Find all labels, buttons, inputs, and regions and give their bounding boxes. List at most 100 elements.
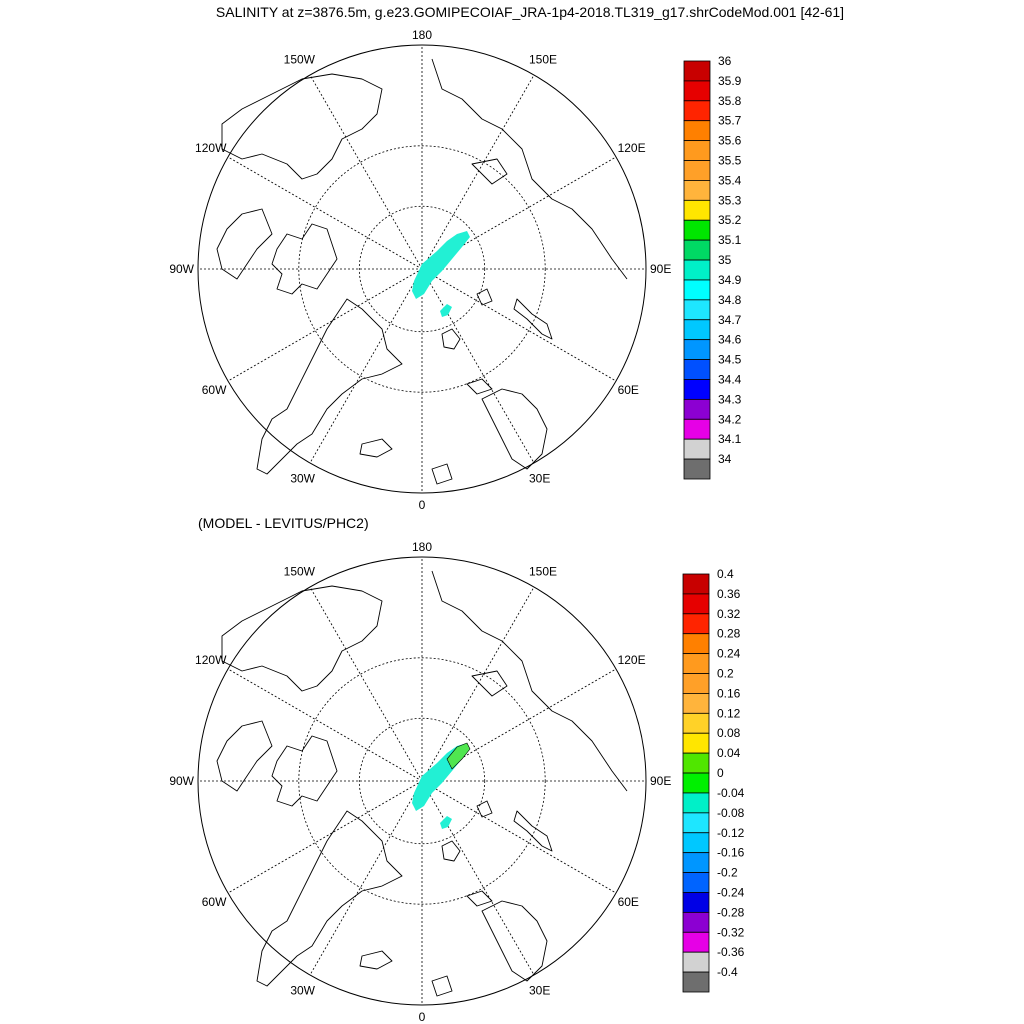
panel1-coastline <box>481 388 548 470</box>
panel2-coastline <box>221 585 383 692</box>
panel1-colorbar-label: 35.5 <box>718 154 742 168</box>
panel2-coastlines <box>216 570 628 997</box>
panel1-colorbar-swatch <box>683 259 711 281</box>
panel1-colorbar-label: 34 <box>718 452 732 466</box>
panel2-meridian-line <box>309 780 423 976</box>
panel1-meridian-label: 150W <box>284 52 316 66</box>
panel2-colorbar-swatch <box>682 633 710 655</box>
panel1-colorbar-swatch <box>683 359 711 380</box>
panel1-coastline <box>216 208 273 280</box>
panel1-coastline <box>471 158 508 185</box>
panel1-colorbar-label: 35.4 <box>718 173 742 187</box>
panel2-meridian-label: 150W <box>284 564 316 578</box>
panel2-colorbar-swatch <box>682 812 710 834</box>
panel2-colorbar-swatch <box>682 911 710 933</box>
panel1-colorbar-label: 34.7 <box>718 313 742 327</box>
panel2-colorbar-swatch <box>682 573 710 595</box>
panel1-colorbar-label: 35.8 <box>718 94 742 108</box>
panel1-colorbar-swatch <box>683 279 711 301</box>
panel1-colorbar-label: 34.9 <box>718 273 742 287</box>
panel1-coastline <box>431 58 628 280</box>
panel2-colorbar-label: -0.24 <box>717 885 745 899</box>
panel2-coastline <box>256 810 403 987</box>
panel1-meridian-label: 120W <box>195 141 227 155</box>
panel1-coastlines <box>216 58 628 485</box>
panel2-colorbar-label: 0.16 <box>717 686 741 700</box>
panel1-meridian-label: 90E <box>650 262 671 276</box>
panel1-lat-circle-1 <box>298 145 546 393</box>
panel2-meridian-line <box>227 780 423 894</box>
panel2-lat-circle-1 <box>298 657 546 905</box>
panel1-colorbar-label: 34.5 <box>718 353 742 367</box>
panel2-meridian-label: 30W <box>290 984 315 998</box>
panel2-meridian-label: 180 <box>412 540 432 554</box>
panel1-coastline <box>441 328 461 350</box>
panel2-colorbar-label: -0.4 <box>717 965 738 979</box>
panel1-meridian-line <box>227 156 423 270</box>
panel1-colorbar-swatch <box>683 339 711 360</box>
panel1-colorbar: 36 35.9 35.8 35.7 35.6 35.5 35.4 35.3 35.2 35.1 35… <box>683 54 742 480</box>
panel2-colorbar-label: 0.2 <box>717 667 734 681</box>
panel1-colorbar-swatch <box>683 438 711 460</box>
panel1-colorbar-label: 35.9 <box>718 74 742 88</box>
panel1-coastline <box>466 378 493 395</box>
panel2-meridian-label: 120E <box>618 653 646 667</box>
panel2-colorbar-swatch <box>682 772 710 794</box>
panel2-coastline <box>216 720 273 792</box>
panel1-colorbar-swatch <box>683 458 711 480</box>
panel1-colorbar-swatch <box>683 319 711 341</box>
panel2-colorbar-swatch <box>682 931 710 953</box>
panel2-field-patch-positive <box>446 742 471 770</box>
panel2-meridian-line <box>227 668 423 782</box>
panel1-coastline <box>513 298 553 340</box>
panel2-meridian-label: 150E <box>529 564 557 578</box>
panel2-coastline <box>431 570 628 792</box>
panel2-colorbar-swatch <box>682 892 710 913</box>
panel1-colorbar-swatch <box>683 180 711 201</box>
panel1-map-boundary <box>197 44 647 494</box>
panel1-coastline <box>476 288 493 306</box>
panel1-colorbar-label: 35.1 <box>718 233 742 247</box>
panel1-meridian-label: 30W <box>290 472 315 486</box>
panel2-colorbar-swatch <box>682 752 710 774</box>
panel1-colorbar-label: 35.7 <box>718 114 742 128</box>
panel1-colorbar-swatch <box>683 120 711 142</box>
panel2-colorbar-swatch <box>682 653 710 674</box>
panel2-meridian-label: 90W <box>169 774 194 788</box>
panel1-colorbar-label: 34.6 <box>718 333 742 347</box>
panel1-meridian-labels: 180 150W 150E 120W 120E 90W 90E 60W 60E 30W 30E 0 <box>169 28 671 512</box>
panel1-coastline <box>359 438 393 458</box>
panel2-colorbar-swatch <box>682 852 710 873</box>
panel2-field-patch-small <box>440 816 452 829</box>
panel2-colorbar-label: -0.28 <box>717 905 745 919</box>
panel2-coastline <box>359 950 393 970</box>
panel1-colorbar-label: 35.2 <box>718 213 742 227</box>
panel1-coastline <box>271 223 338 295</box>
panel2-colorbar-swatch <box>682 832 710 854</box>
panel2-colorbar-swatch <box>682 613 710 635</box>
panel2-coastline <box>476 800 493 818</box>
panel1-meridian-line <box>227 268 423 382</box>
panel2-colorbar: 0.4 0.36 0.32 0.28 0.24 0.2 0.16 0.12 0.08 0.04 0 -… <box>682 567 745 993</box>
panel1-meridian-line <box>421 268 617 382</box>
panel1-colorbar-swatch <box>683 219 711 241</box>
panel2-meridian-line <box>309 586 423 782</box>
panel1-colorbar-swatch <box>683 140 711 161</box>
panel1-colorbar-label: 34.8 <box>718 293 742 307</box>
panel1-meridian-label: 0 <box>419 498 426 512</box>
panel1-lat-circle-2 <box>358 205 486 333</box>
panel2-lat-circle-2 <box>358 717 486 845</box>
panel1-colorbar-label: 34.3 <box>718 392 742 406</box>
panel2-colorbar-swatch <box>682 792 710 814</box>
panel1-colorbar-swatch <box>683 299 711 321</box>
panel2-colorbar-label: -0.12 <box>717 826 745 840</box>
panel1-colorbar-label: 34.2 <box>718 412 742 426</box>
panel2-colorbar-swatch <box>682 593 710 615</box>
panel1-colorbar-label: 35 <box>718 253 732 267</box>
panel2-title: (MODEL - LEVITUS/PHC2) <box>198 515 369 531</box>
panel2-meridian-label: 30E <box>529 984 550 998</box>
panel1-colorbar-label: 36 <box>718 54 732 68</box>
panel2-meridian-label: 60W <box>202 895 227 909</box>
panel2-map-boundary <box>197 556 647 1006</box>
panel2-map: 180 150W 150E 120W 120E 90W 90E 60W 60E 30W 30E 0 <box>169 540 671 1024</box>
